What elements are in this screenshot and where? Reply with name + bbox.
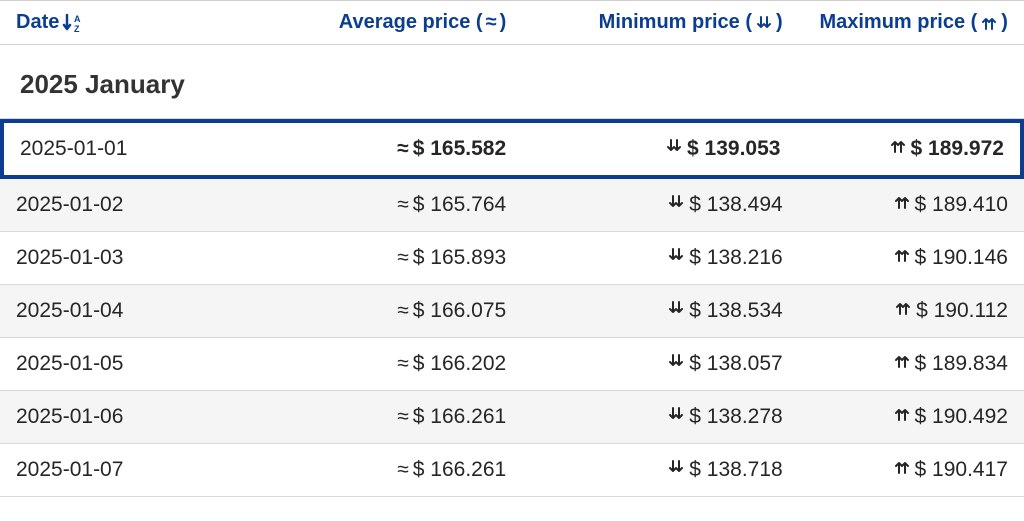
table-row[interactable]: 2025-01-04≈ $ 166.075 $ 138.534 $ 190.11…: [0, 285, 1024, 338]
approx-icon: ≈: [397, 246, 409, 270]
cell-minimum: $ 139.053: [522, 123, 796, 175]
arrow-down-icon: [667, 299, 685, 323]
cell-average: ≈ $ 165.764: [317, 179, 522, 231]
approx-icon: ≈: [397, 405, 409, 429]
cell-date: 2025-01-02: [0, 179, 317, 231]
cell-maximum: $ 190.417: [799, 444, 1024, 496]
table-row[interactable]: 2025-01-01≈ $ 165.582 $ 139.053 $ 189.97…: [0, 119, 1024, 179]
arrow-up-icon: [894, 299, 912, 323]
cell-date: 2025-01-04: [0, 285, 317, 337]
svg-text:A: A: [74, 14, 81, 24]
table-row[interactable]: 2025-01-06≈ $ 166.261 $ 138.278 $ 190.49…: [0, 391, 1024, 444]
arrow-down-icon: [667, 352, 685, 376]
table-row[interactable]: 2025-01-05≈ $ 166.202 $ 138.057 $ 189.83…: [0, 338, 1024, 391]
arrow-down-icon: [755, 14, 773, 32]
arrow-up-icon: [893, 352, 911, 376]
cell-date: 2025-01-06: [0, 391, 317, 443]
header-minimum-close: ): [776, 11, 783, 34]
header-average-label: Average price (: [339, 11, 483, 34]
cell-minimum: $ 138.494: [522, 179, 798, 231]
arrow-up-icon: [889, 137, 907, 161]
price-table: Date A Z Average price (≈) Minimum price…: [0, 0, 1024, 497]
approx-icon: ≈: [397, 352, 409, 376]
cell-average: ≈ $ 166.075: [317, 285, 522, 337]
cell-maximum: $ 189.972: [796, 123, 1020, 175]
cell-minimum: $ 138.278: [522, 391, 798, 443]
cell-maximum: $ 190.146: [799, 232, 1024, 284]
header-date-label: Date: [16, 11, 59, 34]
cell-average: ≈ $ 166.202: [317, 338, 522, 390]
arrow-down-icon: [667, 405, 685, 429]
cell-minimum: $ 138.718: [522, 444, 798, 496]
approx-icon: ≈: [397, 299, 409, 323]
cell-minimum: $ 138.534: [522, 285, 798, 337]
cell-minimum: $ 138.057: [522, 338, 798, 390]
header-minimum-label: Minimum price (: [599, 11, 752, 34]
arrow-down-icon: [667, 458, 685, 482]
header-minimum[interactable]: Minimum price (): [522, 1, 798, 44]
cell-date: 2025-01-03: [0, 232, 317, 284]
cell-average: ≈ $ 166.261: [317, 444, 522, 496]
arrow-up-icon: [893, 246, 911, 270]
table-header-row: Date A Z Average price (≈) Minimum price…: [0, 0, 1024, 45]
arrow-up-icon: [980, 14, 998, 32]
header-average[interactable]: Average price (≈): [317, 1, 522, 44]
table-row[interactable]: 2025-01-03≈ $ 165.893 $ 138.216 $ 190.14…: [0, 232, 1024, 285]
arrow-down-icon: [667, 246, 685, 270]
header-maximum-label: Maximum price (: [819, 11, 977, 34]
cell-maximum: $ 189.410: [799, 179, 1024, 231]
approx-icon: ≈: [486, 11, 497, 34]
table-row[interactable]: 2025-01-02≈ $ 165.764 $ 138.494 $ 189.41…: [0, 179, 1024, 232]
table-row[interactable]: 2025-01-07≈ $ 166.261 $ 138.718 $ 190.41…: [0, 444, 1024, 497]
header-average-close: ): [500, 11, 507, 34]
cell-maximum: $ 189.834: [799, 338, 1024, 390]
svg-text:Z: Z: [74, 24, 80, 34]
header-maximum-close: ): [1001, 11, 1008, 34]
arrow-down-icon: [667, 193, 685, 217]
cell-maximum: $ 190.112: [799, 285, 1024, 337]
table-body: 2025-01-01≈ $ 165.582 $ 139.053 $ 189.97…: [0, 119, 1024, 497]
cell-maximum: $ 190.492: [799, 391, 1024, 443]
cell-minimum: $ 138.216: [522, 232, 798, 284]
arrow-up-icon: [893, 193, 911, 217]
cell-average: ≈ $ 165.582: [319, 123, 522, 175]
approx-icon: ≈: [397, 193, 409, 217]
cell-date: 2025-01-01: [4, 123, 319, 175]
approx-icon: ≈: [397, 458, 409, 482]
header-maximum[interactable]: Maximum price (): [799, 1, 1024, 44]
cell-date: 2025-01-07: [0, 444, 317, 496]
arrow-up-icon: [893, 405, 911, 429]
cell-average: ≈ $ 165.893: [317, 232, 522, 284]
arrow-down-icon: [665, 137, 683, 161]
cell-average: ≈ $ 166.261: [317, 391, 522, 443]
month-header: 2025 January: [0, 45, 1024, 119]
arrow-up-icon: [893, 458, 911, 482]
header-date[interactable]: Date A Z: [0, 1, 317, 44]
approx-icon: ≈: [397, 137, 409, 161]
sort-icon: A Z: [62, 12, 88, 34]
cell-date: 2025-01-05: [0, 338, 317, 390]
